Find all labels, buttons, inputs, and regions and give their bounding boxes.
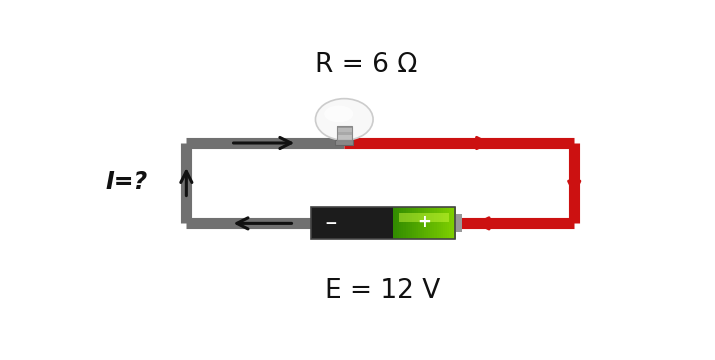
Bar	[422, 207, 425, 239]
Bar	[440, 207, 443, 239]
Bar	[311, 207, 455, 239]
Bar	[414, 207, 416, 239]
Bar	[445, 207, 448, 239]
Bar	[337, 129, 352, 132]
Bar	[433, 207, 435, 239]
Bar	[447, 207, 450, 239]
Bar	[430, 207, 433, 239]
Bar	[449, 207, 451, 239]
Bar	[395, 207, 398, 239]
Bar	[311, 207, 393, 239]
Bar	[412, 207, 415, 239]
Bar	[424, 207, 427, 239]
Bar	[400, 207, 402, 239]
Bar	[437, 207, 439, 239]
Bar	[443, 207, 445, 239]
Bar	[403, 207, 406, 239]
Bar	[337, 132, 352, 135]
Text: +: +	[417, 213, 431, 231]
Bar	[418, 207, 420, 239]
Bar	[451, 207, 453, 239]
Text: −: −	[324, 216, 337, 231]
Bar	[453, 207, 455, 239]
Ellipse shape	[315, 99, 373, 140]
Bar	[420, 207, 423, 239]
Bar	[455, 215, 462, 232]
Bar	[438, 207, 441, 239]
Bar	[337, 126, 352, 140]
Bar	[410, 207, 413, 239]
Bar	[337, 135, 352, 140]
Bar	[435, 207, 437, 239]
Text: R = 6 Ω: R = 6 Ω	[315, 51, 418, 77]
Bar	[416, 207, 418, 239]
Bar	[408, 207, 410, 239]
Bar	[335, 140, 353, 145]
Bar	[393, 207, 396, 239]
Bar	[401, 207, 404, 239]
Bar	[337, 126, 352, 129]
Bar	[400, 213, 449, 222]
Bar	[426, 207, 429, 239]
Bar	[405, 207, 408, 239]
Bar	[398, 207, 400, 239]
Text: E = 12 V: E = 12 V	[325, 278, 440, 304]
Ellipse shape	[325, 105, 353, 122]
Text: I=?: I=?	[106, 170, 148, 194]
Bar	[428, 207, 431, 239]
